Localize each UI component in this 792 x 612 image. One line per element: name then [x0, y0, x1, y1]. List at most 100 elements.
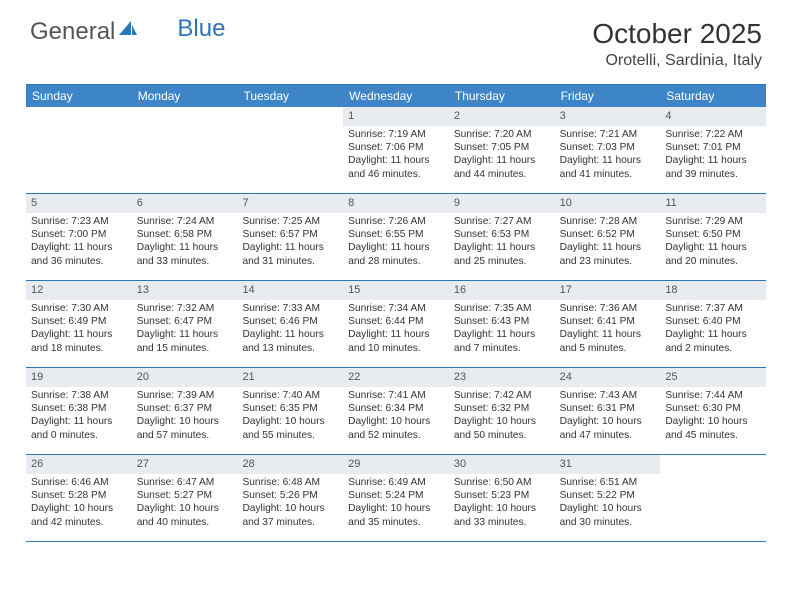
day-number: 6 — [132, 194, 238, 213]
brand-part1: General — [30, 18, 115, 46]
week-row: 1Sunrise: 7:19 AMSunset: 7:06 PMDaylight… — [26, 107, 766, 194]
header: General Blue October 2025 Orotelli, Sard… — [0, 0, 792, 78]
sunset-text: Sunset: 6:38 PM — [31, 402, 127, 415]
day-number: 21 — [237, 368, 343, 387]
sunset-text: Sunset: 5:24 PM — [348, 489, 444, 502]
day-cell: 18Sunrise: 7:37 AMSunset: 6:40 PMDayligh… — [660, 281, 766, 367]
daylight-text: Daylight: 11 hours and 2 minutes. — [665, 328, 761, 355]
sunset-text: Sunset: 6:41 PM — [560, 315, 656, 328]
sunset-text: Sunset: 6:55 PM — [348, 228, 444, 241]
weeks-container: 1Sunrise: 7:19 AMSunset: 7:06 PMDaylight… — [26, 107, 766, 542]
daylight-text: Daylight: 10 hours and 42 minutes. — [31, 502, 127, 529]
sunset-text: Sunset: 6:37 PM — [137, 402, 233, 415]
sunset-text: Sunset: 6:46 PM — [242, 315, 338, 328]
day-number: 19 — [26, 368, 132, 387]
day-cell: 15Sunrise: 7:34 AMSunset: 6:44 PMDayligh… — [343, 281, 449, 367]
week-row: 12Sunrise: 7:30 AMSunset: 6:49 PMDayligh… — [26, 281, 766, 368]
sunrise-text: Sunrise: 7:39 AM — [137, 389, 233, 402]
day-body: Sunrise: 6:48 AMSunset: 5:26 PMDaylight:… — [237, 476, 343, 534]
sunset-text: Sunset: 6:49 PM — [31, 315, 127, 328]
weekday-header: Friday — [555, 85, 661, 107]
day-cell: 6 Sunrise: 7:24 AMSunset: 6:58 PMDaylight… — [132, 194, 238, 280]
sunset-text: Sunset: 6:35 PM — [242, 402, 338, 415]
day-cell: 28Sunrise: 6:48 AMSunset: 5:26 PMDayligh… — [237, 455, 343, 541]
sunrise-text: Sunrise: 7:25 AM — [242, 215, 338, 228]
sunset-text: Sunset: 6:31 PM — [560, 402, 656, 415]
daylight-text: Daylight: 11 hours and 36 minutes. — [31, 241, 127, 268]
daylight-text: Daylight: 11 hours and 20 minutes. — [665, 241, 761, 268]
day-number: 3 — [555, 107, 661, 126]
day-cell: 24Sunrise: 7:43 AMSunset: 6:31 PMDayligh… — [555, 368, 661, 454]
day-cell: 22 Sunrise: 7:41 AMSunset: 6:34 PMDayligh… — [343, 368, 449, 454]
day-number: 1 — [343, 107, 449, 126]
day-cell: 2Sunrise: 7:20 AMSunset: 7:05 PMDaylight… — [449, 107, 555, 193]
day-cell: 19 Sunrise: 7:38 AMSunset: 6:38 PMDayligh… — [26, 368, 132, 454]
sunset-text: Sunset: 5:22 PM — [560, 489, 656, 502]
location-label: Orotelli, Sardinia, Italy — [592, 52, 762, 70]
day-cell: 3 Sunrise: 7:21 AMSunset: 7:03 PMDaylight… — [555, 107, 661, 193]
sunrise-text: Sunrise: 7:27 AM — [454, 215, 550, 228]
day-body: Sunrise: 7:41 AMSunset: 6:34 PMDaylight:… — [343, 389, 449, 447]
day-body: Sunrise: 7:35 AMSunset: 6:43 PMDaylight:… — [449, 302, 555, 360]
daylight-text: Daylight: 10 hours and 40 minutes. — [137, 502, 233, 529]
sunset-text: Sunset: 7:00 PM — [31, 228, 127, 241]
day-number: 22 — [343, 368, 449, 387]
sunrise-text: Sunrise: 7:21 AM — [560, 128, 656, 141]
day-cell: 25Sunrise: 7:44 AMSunset: 6:30 PMDayligh… — [660, 368, 766, 454]
day-number: 11 — [660, 194, 766, 213]
sunrise-text: Sunrise: 6:48 AM — [242, 476, 338, 489]
day-body: Sunrise: 6:46 AMSunset: 5:28 PMDaylight:… — [26, 476, 132, 534]
day-body: Sunrise: 7:23 AMSunset: 7:00 PMDaylight:… — [26, 215, 132, 273]
day-number: 4 — [660, 107, 766, 126]
daylight-text: Daylight: 11 hours and 28 minutes. — [348, 241, 444, 268]
day-body: Sunrise: 7:20 AMSunset: 7:05 PMDaylight:… — [449, 128, 555, 186]
daylight-text: Daylight: 11 hours and 46 minutes. — [348, 154, 444, 181]
day-body: Sunrise: 7:40 AMSunset: 6:35 PMDaylight:… — [237, 389, 343, 447]
daylight-text: Daylight: 10 hours and 35 minutes. — [348, 502, 444, 529]
day-body: Sunrise: 7:21 AMSunset: 7:03 PMDaylight:… — [555, 128, 661, 186]
weekday-header: Monday — [132, 85, 238, 107]
daylight-text: Daylight: 11 hours and 33 minutes. — [137, 241, 233, 268]
title-block: October 2025 Orotelli, Sardinia, Italy — [592, 18, 762, 70]
daylight-text: Daylight: 11 hours and 44 minutes. — [454, 154, 550, 181]
day-cell: 7Sunrise: 7:25 AMSunset: 6:57 PMDaylight… — [237, 194, 343, 280]
day-number: 13 — [132, 281, 238, 300]
day-number: 20 — [132, 368, 238, 387]
sunrise-text: Sunrise: 7:32 AM — [137, 302, 233, 315]
weekday-header-row: Sunday Monday Tuesday Wednesday Thursday… — [26, 85, 766, 107]
day-number: 9 — [449, 194, 555, 213]
sunset-text: Sunset: 6:52 PM — [560, 228, 656, 241]
page-title: October 2025 — [592, 18, 762, 50]
daylight-text: Daylight: 11 hours and 41 minutes. — [560, 154, 656, 181]
day-body: Sunrise: 7:39 AMSunset: 6:37 PMDaylight:… — [132, 389, 238, 447]
daylight-text: Daylight: 11 hours and 5 minutes. — [560, 328, 656, 355]
sunrise-text: Sunrise: 7:24 AM — [137, 215, 233, 228]
day-body: Sunrise: 7:32 AMSunset: 6:47 PMDaylight:… — [132, 302, 238, 360]
day-cell — [132, 107, 238, 193]
day-cell: 11 Sunrise: 7:29 AMSunset: 6:50 PMDayligh… — [660, 194, 766, 280]
day-cell: 9 Sunrise: 7:27 AMSunset: 6:53 PMDaylight… — [449, 194, 555, 280]
day-cell: 8Sunrise: 7:26 AMSunset: 6:55 PMDaylight… — [343, 194, 449, 280]
day-number: 14 — [237, 281, 343, 300]
day-cell: 30Sunrise: 6:50 AMSunset: 5:23 PMDayligh… — [449, 455, 555, 541]
day-body: Sunrise: 7:27 AMSunset: 6:53 PMDaylight:… — [449, 215, 555, 273]
sunrise-text: Sunrise: 7:36 AM — [560, 302, 656, 315]
daylight-text: Daylight: 11 hours and 7 minutes. — [454, 328, 550, 355]
day-body: Sunrise: 7:29 AMSunset: 6:50 PMDaylight:… — [660, 215, 766, 273]
sunset-text: Sunset: 6:34 PM — [348, 402, 444, 415]
day-body: Sunrise: 7:38 AMSunset: 6:38 PMDaylight:… — [26, 389, 132, 447]
day-body: Sunrise: 7:24 AMSunset: 6:58 PMDaylight:… — [132, 215, 238, 273]
day-number: 18 — [660, 281, 766, 300]
sunrise-text: Sunrise: 6:49 AM — [348, 476, 444, 489]
sunrise-text: Sunrise: 7:30 AM — [31, 302, 127, 315]
sunrise-text: Sunrise: 7:20 AM — [454, 128, 550, 141]
day-body: Sunrise: 6:51 AMSunset: 5:22 PMDaylight:… — [555, 476, 661, 534]
day-body: Sunrise: 7:36 AMSunset: 6:41 PMDaylight:… — [555, 302, 661, 360]
sunrise-text: Sunrise: 7:44 AM — [665, 389, 761, 402]
day-cell: 17Sunrise: 7:36 AMSunset: 6:41 PMDayligh… — [555, 281, 661, 367]
sunrise-text: Sunrise: 7:26 AM — [348, 215, 444, 228]
daylight-text: Daylight: 11 hours and 39 minutes. — [665, 154, 761, 181]
sunset-text: Sunset: 5:26 PM — [242, 489, 338, 502]
weekday-header: Thursday — [449, 85, 555, 107]
sunrise-text: Sunrise: 7:33 AM — [242, 302, 338, 315]
